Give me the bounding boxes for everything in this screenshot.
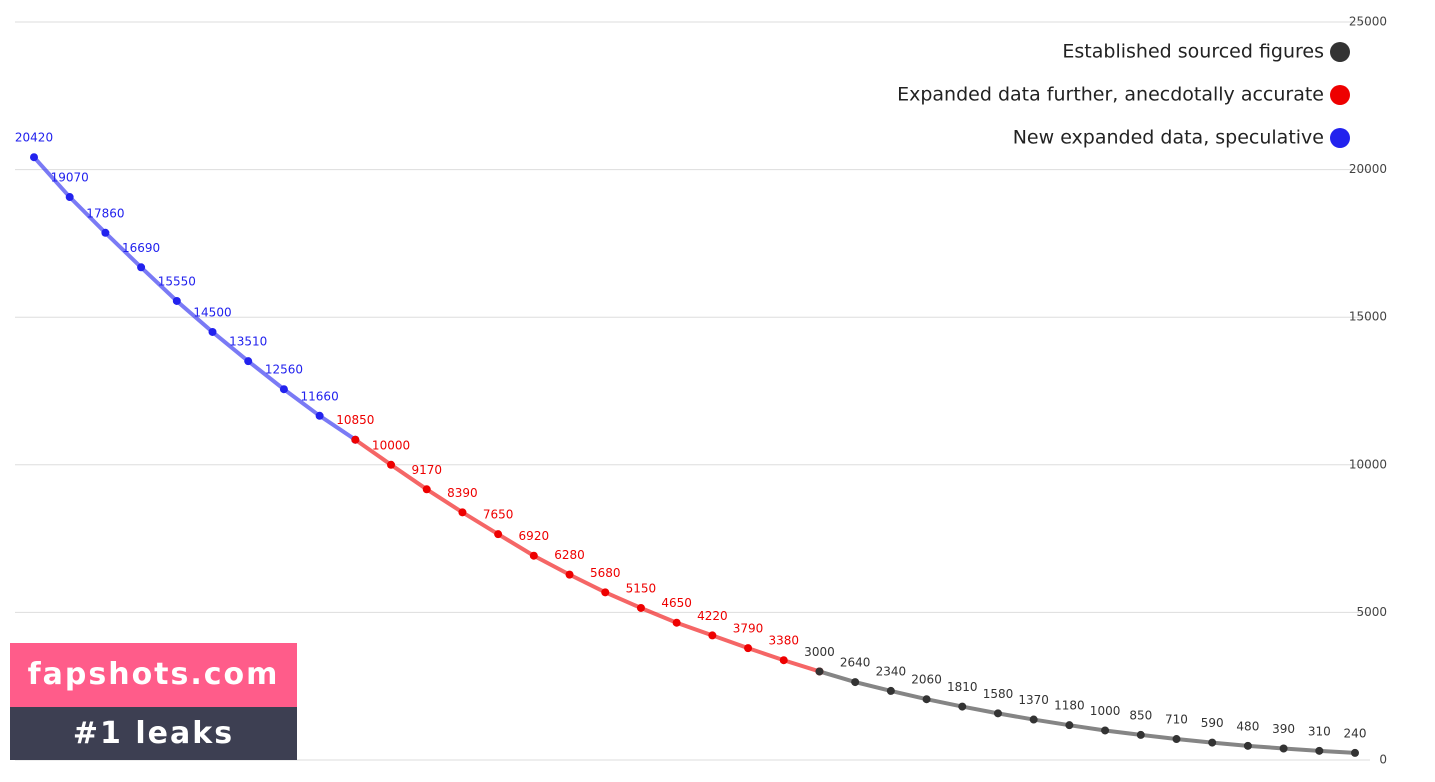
data-label: 13510 [229, 335, 267, 349]
data-point [1315, 746, 1324, 755]
series-line [354, 438, 821, 674]
data-point [315, 411, 324, 420]
data-label: 2640 [840, 656, 871, 670]
data-point [137, 263, 146, 272]
data-point [387, 460, 396, 469]
data-label: 19070 [51, 171, 89, 185]
watermark-tagline: #1 leaks [10, 707, 297, 760]
data-point [886, 686, 895, 695]
data-point [958, 702, 967, 711]
data-point [422, 485, 431, 494]
data-point [1243, 741, 1252, 750]
data-point [208, 327, 217, 336]
y-tick-label: 10000 [1349, 457, 1387, 471]
data-point [1351, 748, 1359, 757]
data-label: 240 [1344, 726, 1367, 740]
data-point [636, 603, 645, 612]
data-point [1029, 715, 1038, 724]
y-tick-label: 0 [1379, 753, 1387, 767]
data-point [172, 296, 181, 305]
data-label: 8390 [447, 486, 478, 500]
data-label: 4220 [697, 609, 728, 623]
legend-marker [1330, 42, 1350, 62]
data-point [1136, 730, 1145, 739]
y-tick-label: 5000 [1356, 605, 1387, 619]
data-point [244, 357, 253, 366]
data-point [101, 228, 110, 237]
legend-label: Established sourced figures [1062, 41, 1324, 63]
data-point [279, 385, 288, 394]
legend-label: New expanded data, speculative [1013, 127, 1324, 149]
data-point [65, 193, 74, 202]
watermark-site: fapshots.com [10, 643, 297, 707]
data-point [744, 644, 753, 653]
data-label: 2060 [911, 673, 942, 687]
data-point [494, 530, 503, 539]
data-label: 16690 [122, 241, 160, 255]
data-label: 15550 [158, 274, 196, 288]
data-point [529, 551, 538, 560]
data-label: 4650 [661, 596, 692, 610]
data-label: 850 [1129, 708, 1152, 722]
y-tick-label: 20000 [1349, 162, 1387, 176]
data-label: 20420 [15, 131, 53, 145]
data-point [708, 631, 717, 640]
series-line [818, 669, 1356, 755]
legend-marker [1330, 85, 1350, 105]
data-label: 1810 [947, 680, 978, 694]
data-label: 11660 [301, 389, 339, 403]
data-point [601, 588, 610, 597]
data-point [672, 618, 681, 627]
data-point [1279, 744, 1288, 753]
y-tick-label: 15000 [1349, 310, 1387, 324]
data-label: 2340 [876, 664, 907, 678]
data-label: 3380 [768, 634, 799, 648]
data-point [1208, 738, 1217, 747]
data-label: 1580 [983, 687, 1014, 701]
data-label: 590 [1201, 716, 1224, 730]
series-line [32, 155, 357, 442]
data-label: 9170 [411, 463, 442, 477]
data-label: 7650 [483, 508, 514, 522]
data-label: 17860 [86, 206, 124, 220]
data-point [993, 709, 1002, 718]
data-label: 1180 [1054, 699, 1085, 713]
data-label: 480 [1236, 719, 1259, 733]
data-label: 14500 [193, 305, 231, 319]
data-point [779, 656, 788, 665]
data-label: 10850 [336, 413, 374, 427]
data-label: 310 [1308, 724, 1331, 738]
data-label: 1370 [1018, 693, 1049, 707]
data-label: 6920 [519, 529, 550, 543]
legend-marker [1330, 128, 1350, 148]
data-label: 3000 [804, 645, 835, 659]
data-point [815, 667, 824, 676]
data-point [1065, 721, 1074, 730]
legend-label: Expanded data further, anecdotally accur… [897, 84, 1324, 106]
data-label: 710 [1165, 713, 1188, 727]
data-label: 12560 [265, 363, 303, 377]
data-label: 10000 [372, 438, 410, 452]
data-point [922, 695, 931, 704]
data-label: 6280 [554, 548, 585, 562]
data-point [1101, 726, 1110, 735]
data-point [565, 570, 574, 579]
data-point [851, 678, 860, 687]
data-label: 5150 [626, 581, 657, 595]
data-point [351, 435, 360, 444]
data-label: 390 [1272, 722, 1295, 736]
data-point [458, 508, 467, 517]
y-tick-label: 25000 [1349, 15, 1387, 29]
data-label: 1000 [1090, 704, 1121, 718]
data-point [30, 153, 38, 162]
data-label: 3790 [733, 622, 764, 636]
data-label: 5680 [590, 566, 621, 580]
data-point [1172, 735, 1181, 744]
